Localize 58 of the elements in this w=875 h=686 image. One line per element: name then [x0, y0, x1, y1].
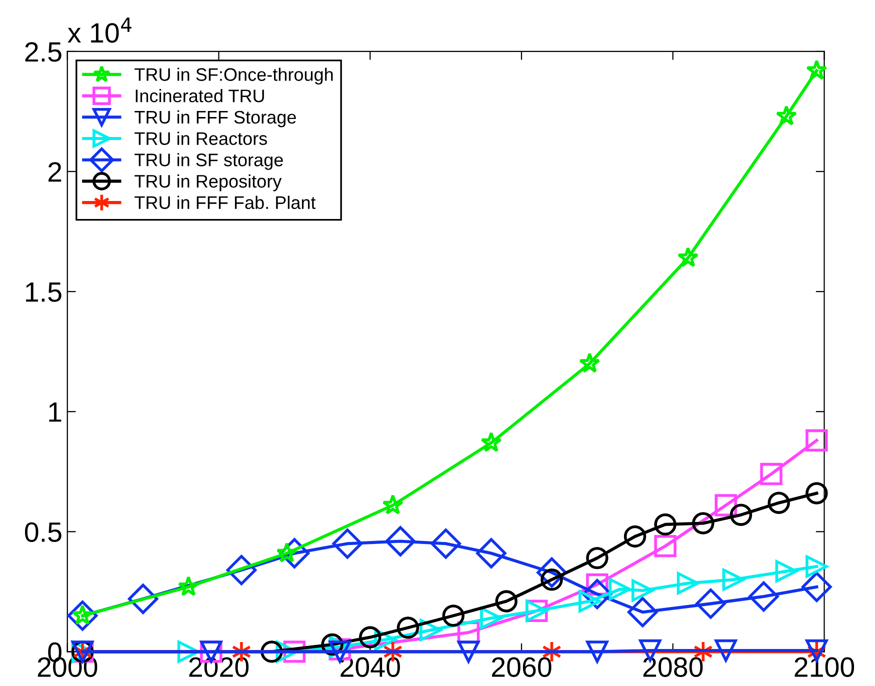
point [806, 555, 828, 578]
point [578, 352, 600, 373]
legend-label: TRU in SF:Once-through [134, 68, 333, 85]
point [430, 528, 461, 559]
point [654, 513, 676, 536]
point [385, 526, 416, 556]
x-tick-label: 2080 [643, 657, 703, 677]
point [714, 639, 737, 662]
point [806, 60, 828, 80]
point [332, 528, 363, 559]
point [396, 616, 420, 639]
legend-label: TRU in Repository [134, 174, 282, 192]
point [748, 581, 779, 612]
point [776, 105, 798, 126]
y-tick-label: 0.5 [24, 522, 62, 542]
point [495, 590, 518, 612]
legend-label: Incinerated TRU [136, 89, 264, 102]
text: x 10$^{4}$ [68, 18, 132, 43]
point [128, 584, 158, 614]
point [382, 494, 404, 514]
point [457, 640, 480, 663]
point [226, 554, 257, 586]
point [586, 546, 608, 570]
y-tick-label: 1.5 [26, 282, 62, 302]
x-tick-label: 2100 [794, 657, 854, 677]
legend-label: TRU in FFF Storage [134, 110, 296, 128]
point [178, 576, 200, 596]
point [359, 626, 382, 648]
point [722, 568, 745, 591]
y-tick-label: 2.5 [25, 42, 62, 62]
point [806, 429, 828, 452]
point [692, 512, 714, 534]
point [586, 640, 608, 663]
point [696, 588, 726, 619]
point [760, 462, 782, 486]
point [677, 246, 699, 268]
point [480, 432, 502, 452]
point [802, 572, 832, 602]
point [624, 525, 646, 548]
point [631, 579, 654, 602]
legend-label: TRU in FFF Fab. Plant [134, 196, 316, 210]
point [806, 482, 828, 504]
legend-label: TRU in Reactors [134, 132, 267, 145]
point [608, 578, 632, 600]
y-tick-label: 2 [48, 162, 62, 182]
legend-label: TRU in SF storage [134, 153, 283, 170]
point [654, 534, 676, 558]
point [627, 596, 658, 628]
point [730, 504, 752, 526]
point [775, 560, 798, 582]
point [676, 572, 700, 594]
y-tick-label: 1 [49, 402, 62, 422]
x-tick-label: 2060 [492, 657, 552, 677]
point [480, 606, 502, 630]
point [476, 538, 506, 568]
point [714, 494, 737, 516]
point [442, 604, 464, 627]
point [768, 492, 790, 514]
